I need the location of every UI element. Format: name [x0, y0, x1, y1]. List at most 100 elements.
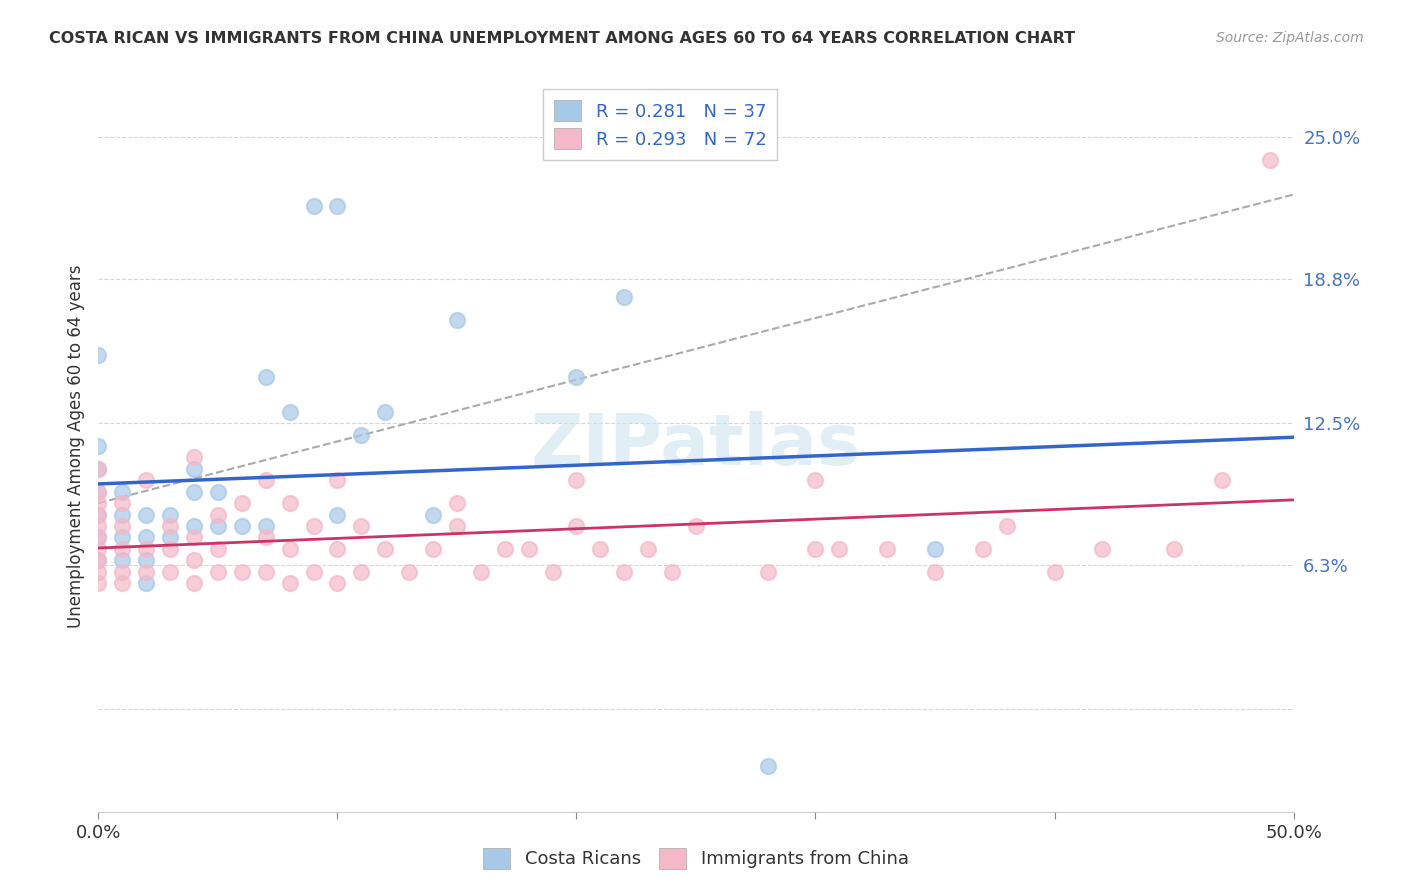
- Point: [87, 553, 110, 567]
- Point: [159, 519, 181, 533]
- Point: [1258, 153, 1281, 168]
- Point: [254, 530, 277, 544]
- Point: [231, 519, 253, 533]
- Point: [111, 565, 134, 579]
- Point: [398, 565, 420, 579]
- Point: [111, 508, 134, 522]
- Point: [159, 530, 181, 544]
- Point: [254, 370, 277, 384]
- Point: [111, 541, 134, 556]
- Point: [207, 565, 229, 579]
- Point: [111, 519, 134, 533]
- Point: [183, 530, 205, 544]
- Text: Source: ZipAtlas.com: Source: ZipAtlas.com: [1216, 31, 1364, 45]
- Point: [804, 541, 827, 556]
- Point: [1211, 473, 1233, 487]
- Point: [135, 565, 157, 579]
- Point: [111, 553, 134, 567]
- Point: [446, 313, 468, 327]
- Point: [326, 199, 349, 213]
- Point: [111, 530, 134, 544]
- Point: [326, 576, 349, 591]
- Text: COSTA RICAN VS IMMIGRANTS FROM CHINA UNEMPLOYMENT AMONG AGES 60 TO 64 YEARS CORR: COSTA RICAN VS IMMIGRANTS FROM CHINA UNE…: [49, 31, 1076, 46]
- Point: [1043, 565, 1066, 579]
- Point: [87, 484, 110, 499]
- Point: [374, 541, 396, 556]
- Point: [159, 541, 181, 556]
- Point: [565, 370, 588, 384]
- Point: [87, 462, 110, 476]
- Point: [183, 450, 205, 465]
- Point: [135, 508, 157, 522]
- Point: [422, 508, 444, 522]
- Point: [87, 576, 110, 591]
- Y-axis label: Unemployment Among Ages 60 to 64 years: Unemployment Among Ages 60 to 64 years: [66, 264, 84, 628]
- Point: [254, 565, 277, 579]
- Point: [756, 565, 779, 579]
- Point: [278, 496, 301, 510]
- Point: [183, 576, 205, 591]
- Point: [876, 541, 898, 556]
- Point: [254, 473, 277, 487]
- Point: [87, 565, 110, 579]
- Point: [183, 519, 205, 533]
- Point: [231, 565, 253, 579]
- Point: [446, 496, 468, 510]
- Legend: Costa Ricans, Immigrants from China: Costa Ricans, Immigrants from China: [477, 840, 915, 876]
- Point: [87, 439, 110, 453]
- Point: [756, 759, 779, 773]
- Point: [1163, 541, 1185, 556]
- Point: [278, 541, 301, 556]
- Point: [231, 496, 253, 510]
- Point: [494, 541, 516, 556]
- Point: [302, 519, 325, 533]
- Point: [87, 519, 110, 533]
- Point: [302, 565, 325, 579]
- Point: [613, 565, 636, 579]
- Point: [804, 473, 827, 487]
- Point: [374, 405, 396, 419]
- Point: [924, 565, 946, 579]
- Point: [1091, 541, 1114, 556]
- Point: [828, 541, 851, 556]
- Point: [350, 565, 373, 579]
- Point: [87, 496, 110, 510]
- Point: [87, 348, 110, 362]
- Point: [159, 508, 181, 522]
- Point: [87, 530, 110, 544]
- Point: [350, 427, 373, 442]
- Point: [207, 484, 229, 499]
- Point: [87, 508, 110, 522]
- Point: [183, 484, 205, 499]
- Point: [302, 199, 325, 213]
- Point: [972, 541, 994, 556]
- Point: [924, 541, 946, 556]
- Point: [637, 541, 659, 556]
- Text: ZIPatlas: ZIPatlas: [531, 411, 860, 481]
- Point: [589, 541, 612, 556]
- Point: [207, 519, 229, 533]
- Point: [87, 553, 110, 567]
- Point: [661, 565, 683, 579]
- Point: [278, 405, 301, 419]
- Point: [207, 541, 229, 556]
- Point: [517, 541, 540, 556]
- Point: [470, 565, 492, 579]
- Point: [111, 484, 134, 499]
- Point: [87, 541, 110, 556]
- Point: [350, 519, 373, 533]
- Point: [326, 508, 349, 522]
- Point: [87, 508, 110, 522]
- Point: [111, 576, 134, 591]
- Point: [135, 473, 157, 487]
- Point: [135, 553, 157, 567]
- Point: [278, 576, 301, 591]
- Point: [685, 519, 707, 533]
- Point: [87, 530, 110, 544]
- Point: [183, 553, 205, 567]
- Point: [183, 462, 205, 476]
- Point: [326, 541, 349, 556]
- Point: [135, 530, 157, 544]
- Point: [565, 519, 588, 533]
- Point: [207, 508, 229, 522]
